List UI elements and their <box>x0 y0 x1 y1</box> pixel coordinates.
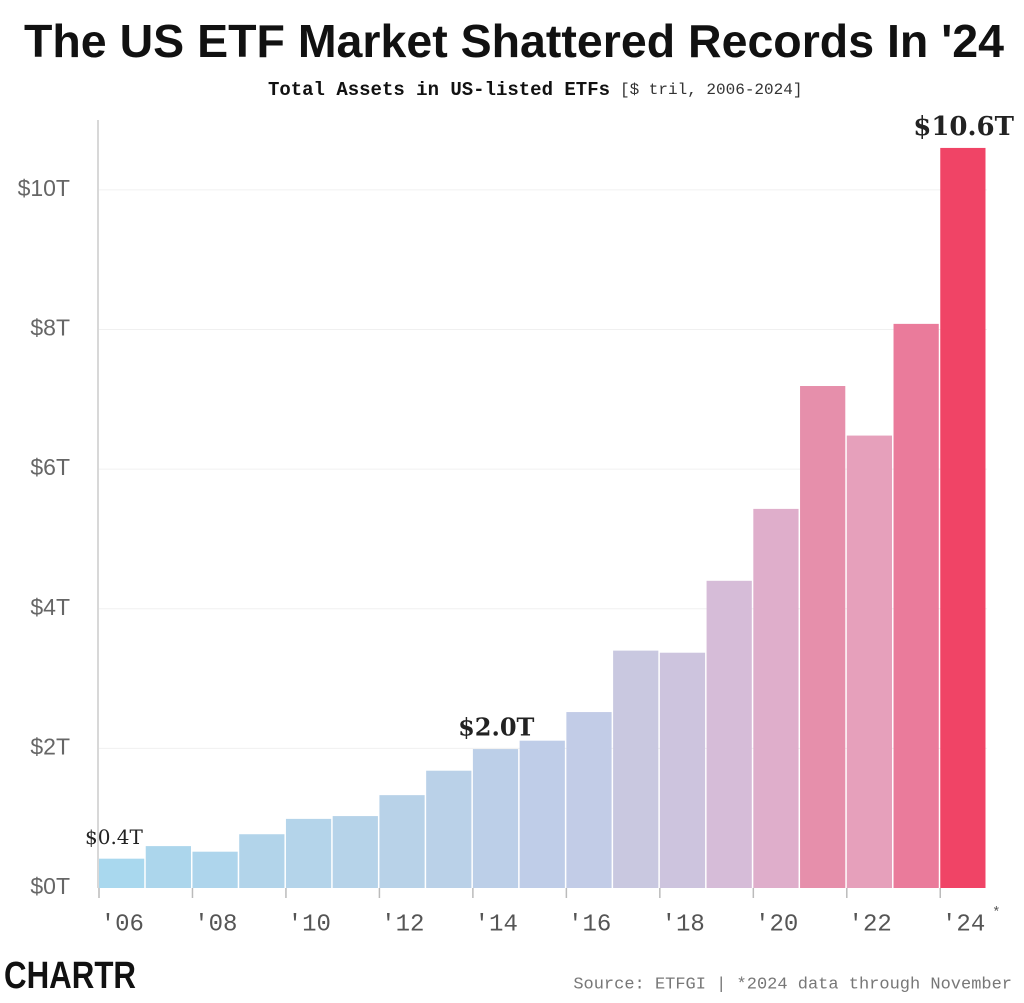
y-tick-label: $10T <box>18 175 70 201</box>
bar <box>753 508 799 888</box>
bar <box>285 818 332 888</box>
y-tick-label: $0T <box>30 873 70 899</box>
bar <box>472 749 519 888</box>
logo: CHARTR <box>4 955 136 997</box>
category-note: * <box>994 903 1000 919</box>
y-tick-label: $8T <box>30 315 70 341</box>
bar <box>519 740 565 888</box>
x-tick-label: '18 <box>662 911 705 938</box>
subtitle-note: [$ tril, 2006-2024] <box>620 81 802 99</box>
x-tick-label: '24 <box>942 911 985 938</box>
chart-title: The US ETF Market Shattered Records In '… <box>24 15 1004 67</box>
bar <box>800 386 846 888</box>
bar <box>239 834 285 888</box>
bar <box>706 580 752 888</box>
bar <box>99 858 145 888</box>
x-tick-label: '22 <box>849 911 892 938</box>
x-tick-label: '16 <box>568 911 611 938</box>
bar <box>332 816 378 888</box>
value-label: $2.0T <box>458 713 534 742</box>
subtitle: Total Assets in US-listed ETFs <box>268 79 610 101</box>
x-tick-label: '14 <box>475 911 518 938</box>
bar <box>379 795 425 888</box>
y-tick-label: $6T <box>30 454 70 480</box>
y-tick-label: $2T <box>30 733 70 759</box>
x-tick-label: '08 <box>194 911 237 938</box>
x-tick-label: '06 <box>101 911 144 938</box>
bar <box>145 846 191 888</box>
value-label: $0.4T <box>85 825 144 849</box>
x-tick-label: '12 <box>381 911 424 938</box>
bar <box>566 712 612 888</box>
source: Source: ETFGI | *2024 data through Novem… <box>573 975 1012 994</box>
bar <box>846 435 893 888</box>
bar <box>613 650 659 888</box>
x-tick-label: '10 <box>288 911 331 938</box>
bar <box>192 851 238 888</box>
x-tick-label: '20 <box>755 911 798 938</box>
value-label: $10.6T <box>913 112 1014 142</box>
bar <box>893 323 939 888</box>
y-tick-label: $4T <box>30 594 70 620</box>
bar <box>940 147 986 889</box>
bar <box>426 770 472 888</box>
bar <box>659 652 706 888</box>
